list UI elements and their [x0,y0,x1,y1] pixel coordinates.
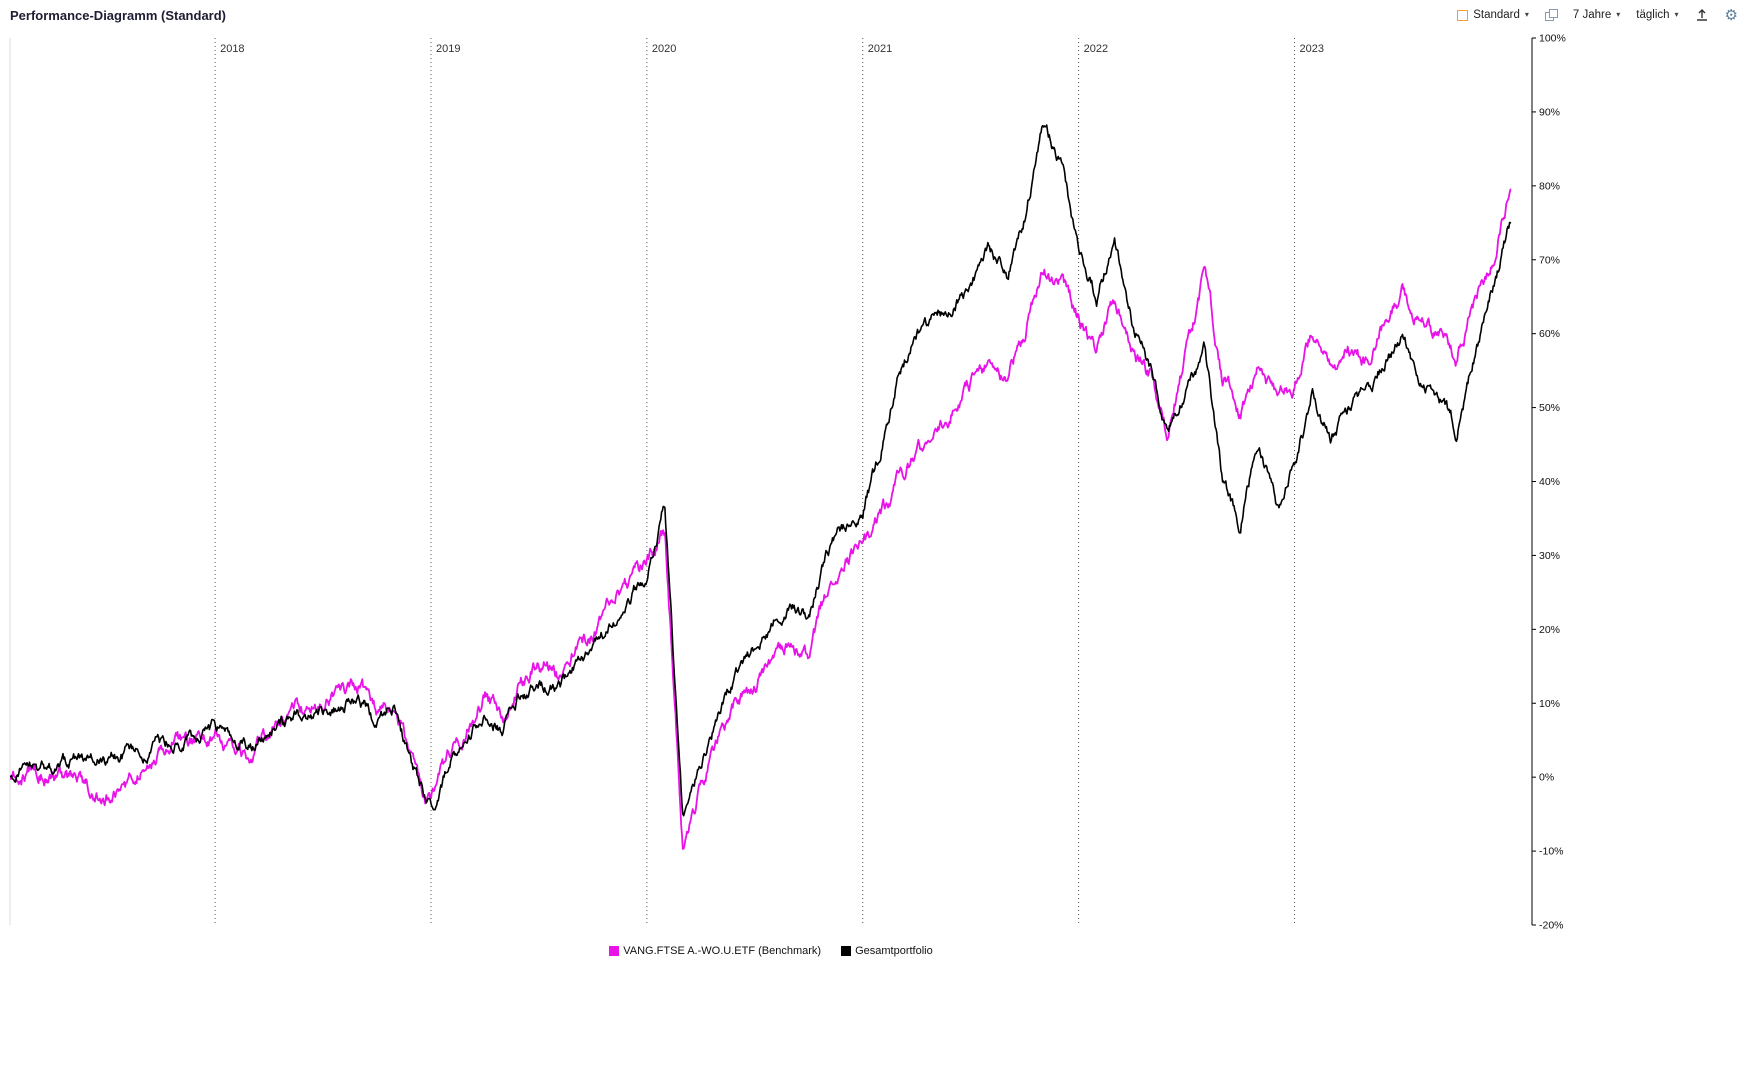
year-label: 2021 [868,43,892,55]
export-icon [1696,9,1707,21]
y-axis-tick-label: -10% [1539,846,1564,858]
legend-swatch [841,946,852,956]
legend-item[interactable]: VANG.FTSE A.-WO.U.ETF (Benchmark) [609,945,821,957]
preset-label: Standard [1473,9,1520,21]
year-label: 2018 [220,43,244,55]
frequency-select[interactable]: täglich ▾ [1636,9,1678,21]
settings-button[interactable]: ⚙ [1725,8,1738,23]
y-axis-tick-label: 20% [1539,624,1560,636]
y-axis-tick-label: 90% [1539,106,1560,118]
y-axis-tick-label: 80% [1539,180,1560,192]
header-bar: Performance-Diagramm (Standard) Standard… [0,0,1746,30]
y-axis-tick-label: 30% [1539,550,1560,562]
chart-toolbar: Standard ▾ 7 Jahre ▾ täglich ▾ ⚙ [1457,8,1738,23]
series-benchmark-line [10,188,1512,850]
year-label: 2023 [1300,43,1324,55]
frequency-label: täglich [1636,9,1670,21]
duplicate-view-button[interactable] [1544,9,1558,21]
y-axis-tick-label: 70% [1539,254,1560,266]
legend-label: VANG.FTSE A.-WO.U.ETF (Benchmark) [623,945,822,957]
range-label: 7 Jahre [1572,9,1612,21]
y-axis-tick-label: -20% [1539,920,1564,932]
year-label: 2020 [652,43,676,55]
y-axis-tick-label: 0% [1539,772,1554,784]
legend-item[interactable]: Gesamtportfolio [841,945,933,957]
year-label: 2022 [1084,43,1108,55]
preset-select[interactable]: Standard ▾ [1457,9,1529,21]
range-select[interactable]: 7 Jahre ▾ [1573,9,1620,21]
y-axis-tick-label: 100% [1539,33,1566,45]
gear-icon: ⚙ [1724,6,1738,24]
chevron-down-icon: ▾ [1674,10,1679,19]
y-axis-tick-label: 10% [1539,698,1560,710]
chart-style-icon [1457,9,1469,21]
page-title: Performance-Diagramm (Standard) [10,7,226,23]
chevron-down-icon: ▾ [1524,10,1529,19]
chevron-down-icon: ▾ [1616,10,1621,19]
duplicate-view-icon [1544,9,1558,21]
chart-legend: VANG.FTSE A.-WO.U.ETF (Benchmark) Gesamtp… [10,945,1532,957]
year-label: 2019 [436,43,460,55]
export-button[interactable] [1695,8,1709,22]
legend-swatch [609,946,620,956]
legend-label: Gesamtportfolio [855,945,933,957]
y-axis-tick-label: 60% [1539,328,1560,340]
series-portfolio-line [10,124,1512,817]
y-axis-tick-label: 40% [1539,476,1560,488]
y-axis-tick-label: 50% [1539,402,1560,414]
